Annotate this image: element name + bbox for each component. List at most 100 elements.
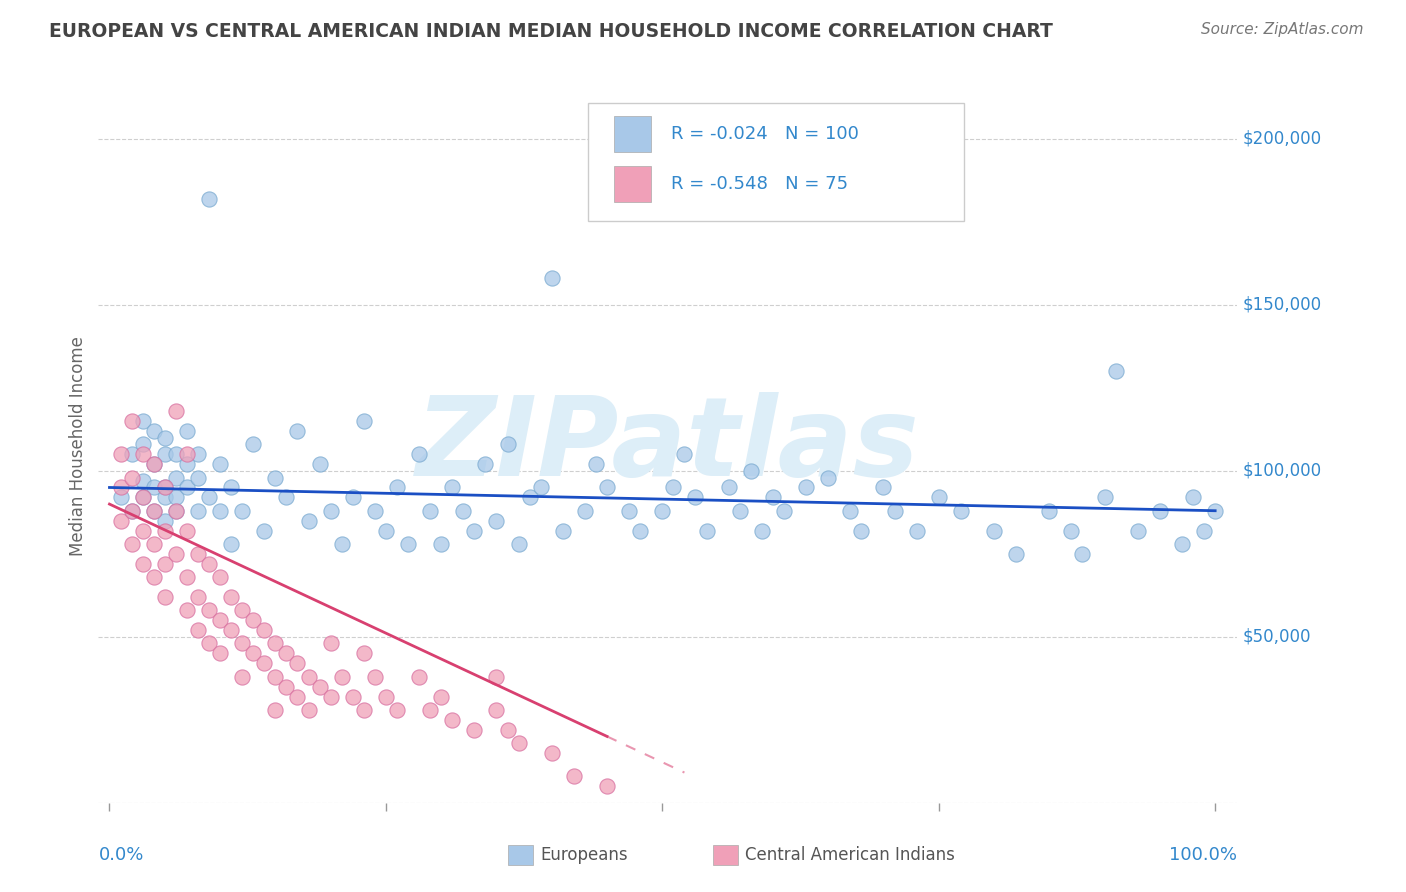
- FancyBboxPatch shape: [588, 103, 965, 221]
- Point: [110, 514, 132, 528]
- Point: [430, 690, 453, 704]
- Point: [596, 481, 619, 495]
- Point: [142, 457, 165, 471]
- Point: [928, 491, 950, 505]
- Point: [872, 481, 894, 495]
- Point: [463, 524, 485, 538]
- Point: [474, 457, 496, 471]
- Point: [508, 736, 530, 750]
- Point: [851, 524, 873, 538]
- Point: [142, 504, 165, 518]
- Point: [773, 504, 796, 518]
- Point: [1071, 547, 1094, 561]
- Point: [485, 670, 508, 684]
- Point: [142, 537, 165, 551]
- Point: [287, 690, 309, 704]
- Point: [551, 524, 574, 538]
- Point: [231, 636, 253, 650]
- Point: [242, 437, 264, 451]
- Point: [1005, 547, 1028, 561]
- Point: [131, 447, 153, 461]
- Point: [153, 447, 176, 461]
- Point: [121, 470, 143, 484]
- Point: [131, 491, 153, 505]
- Text: Central American Indians: Central American Indians: [745, 846, 955, 863]
- Point: [353, 703, 375, 717]
- Point: [1192, 524, 1215, 538]
- Point: [396, 537, 419, 551]
- Point: [176, 424, 198, 438]
- Text: $50,000: $50,000: [1243, 628, 1312, 646]
- Point: [408, 670, 430, 684]
- Point: [519, 491, 541, 505]
- Point: [364, 670, 387, 684]
- Point: [496, 723, 519, 737]
- Point: [142, 481, 165, 495]
- Point: [408, 447, 430, 461]
- Point: [209, 613, 232, 627]
- Point: [110, 447, 132, 461]
- Text: 100.0%: 100.0%: [1170, 846, 1237, 863]
- Point: [209, 570, 232, 584]
- Point: [441, 481, 464, 495]
- Point: [319, 504, 342, 518]
- Point: [308, 680, 330, 694]
- Point: [231, 670, 253, 684]
- Point: [198, 636, 221, 650]
- Text: R = -0.024   N = 100: R = -0.024 N = 100: [671, 125, 859, 143]
- Point: [374, 690, 396, 704]
- Point: [165, 504, 187, 518]
- Bar: [614, 116, 651, 152]
- Point: [297, 670, 319, 684]
- Bar: [614, 166, 651, 202]
- Point: [441, 713, 464, 727]
- Point: [264, 703, 287, 717]
- Point: [1171, 537, 1194, 551]
- Point: [728, 504, 751, 518]
- Point: [264, 470, 287, 484]
- Point: [496, 437, 519, 451]
- Point: [287, 657, 309, 671]
- Point: [187, 547, 209, 561]
- Point: [142, 424, 165, 438]
- Y-axis label: Median Household Income: Median Household Income: [69, 336, 87, 556]
- Point: [153, 481, 176, 495]
- Point: [187, 624, 209, 638]
- Point: [342, 491, 364, 505]
- Point: [1104, 364, 1126, 378]
- Point: [176, 524, 198, 538]
- Point: [1204, 504, 1226, 518]
- Point: [385, 703, 408, 717]
- Point: [883, 504, 905, 518]
- Point: [330, 537, 353, 551]
- Point: [121, 447, 143, 461]
- Point: [176, 481, 198, 495]
- Point: [385, 481, 408, 495]
- Point: [176, 457, 198, 471]
- Bar: [713, 845, 738, 865]
- Point: [209, 647, 232, 661]
- Point: [153, 514, 176, 528]
- Text: 0.0%: 0.0%: [98, 846, 143, 863]
- Point: [685, 491, 707, 505]
- Point: [121, 537, 143, 551]
- Point: [364, 504, 387, 518]
- Text: $200,000: $200,000: [1243, 130, 1322, 148]
- Point: [219, 481, 242, 495]
- Point: [983, 524, 1005, 538]
- Point: [353, 647, 375, 661]
- Point: [142, 504, 165, 518]
- Point: [319, 690, 342, 704]
- Point: [617, 504, 640, 518]
- Point: [276, 491, 298, 505]
- Point: [1038, 504, 1060, 518]
- Point: [949, 504, 972, 518]
- Point: [110, 491, 132, 505]
- Point: [330, 670, 353, 684]
- Bar: [509, 845, 533, 865]
- Point: [717, 481, 740, 495]
- Point: [219, 590, 242, 604]
- Point: [574, 504, 596, 518]
- Point: [121, 504, 143, 518]
- Point: [342, 690, 364, 704]
